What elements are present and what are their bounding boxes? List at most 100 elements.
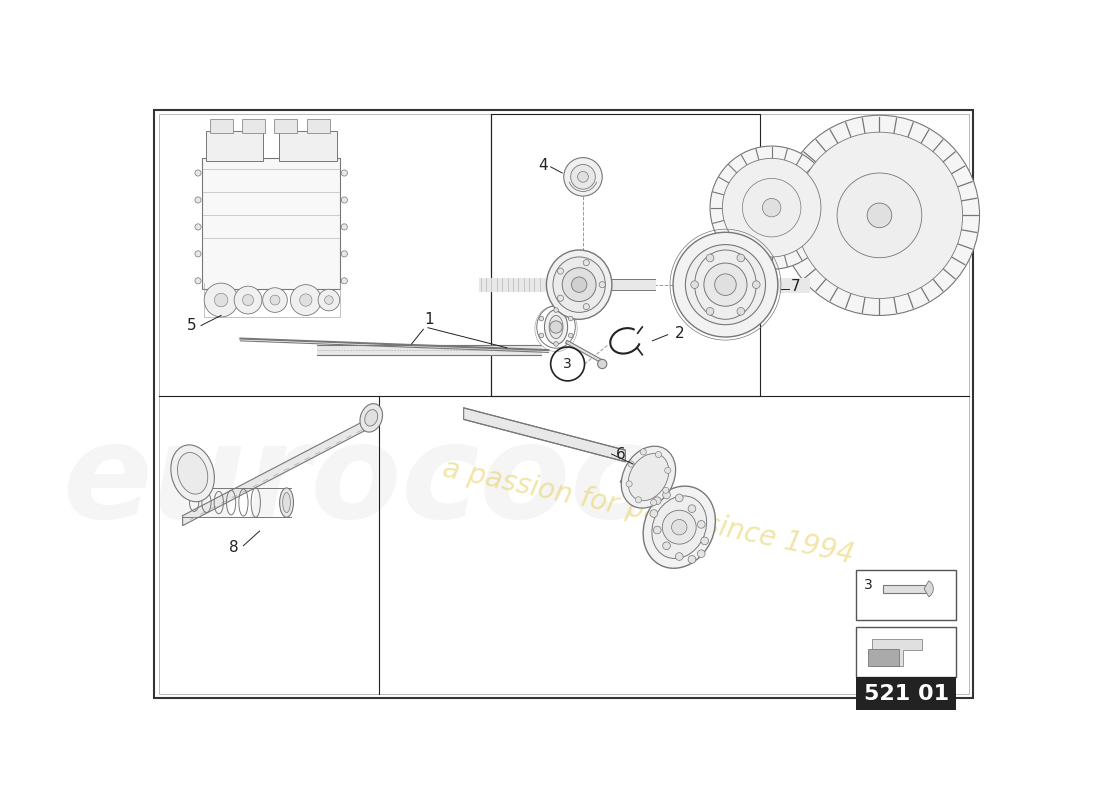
Bar	[856, 570, 957, 619]
Circle shape	[578, 171, 588, 182]
Polygon shape	[868, 649, 899, 666]
Circle shape	[341, 170, 348, 176]
Text: 521 01: 521 01	[864, 683, 949, 703]
Circle shape	[636, 497, 641, 503]
Bar	[856, 678, 957, 710]
Bar	[620, 471, 663, 500]
Circle shape	[600, 282, 605, 288]
Circle shape	[583, 260, 590, 266]
Polygon shape	[871, 639, 922, 666]
Circle shape	[563, 158, 603, 196]
Circle shape	[691, 281, 698, 289]
Bar	[491, 114, 760, 395]
Circle shape	[867, 203, 892, 228]
Ellipse shape	[621, 446, 675, 508]
Circle shape	[742, 178, 801, 237]
Circle shape	[299, 294, 312, 306]
Circle shape	[341, 197, 348, 203]
Ellipse shape	[283, 493, 290, 513]
Circle shape	[673, 232, 778, 337]
Polygon shape	[183, 414, 378, 526]
Wedge shape	[924, 581, 933, 597]
Circle shape	[571, 165, 595, 189]
Text: 6: 6	[616, 446, 626, 462]
Circle shape	[664, 467, 671, 474]
Circle shape	[290, 285, 321, 315]
Bar	[209, 119, 233, 133]
Circle shape	[205, 283, 238, 317]
Circle shape	[214, 294, 228, 307]
Circle shape	[650, 499, 657, 506]
Circle shape	[539, 333, 543, 338]
Text: eurococ: eurococ	[63, 418, 649, 545]
Circle shape	[626, 481, 632, 487]
Bar	[856, 627, 957, 678]
Polygon shape	[464, 408, 625, 462]
Circle shape	[737, 307, 745, 315]
Circle shape	[662, 487, 669, 494]
Ellipse shape	[644, 486, 715, 568]
Circle shape	[675, 494, 683, 502]
Bar	[206, 130, 264, 162]
Circle shape	[650, 510, 658, 518]
Text: 3: 3	[865, 578, 872, 592]
Text: 7: 7	[791, 279, 801, 294]
Circle shape	[628, 461, 635, 467]
Circle shape	[569, 333, 573, 338]
Ellipse shape	[170, 445, 214, 502]
Text: 2: 2	[674, 326, 684, 341]
Ellipse shape	[544, 310, 568, 344]
Circle shape	[597, 359, 607, 369]
Bar	[242, 119, 265, 133]
Circle shape	[550, 321, 562, 333]
Circle shape	[697, 521, 705, 528]
Circle shape	[195, 170, 201, 176]
Circle shape	[341, 224, 348, 230]
Bar	[480, 278, 548, 291]
Text: 1: 1	[425, 312, 433, 326]
Text: 3: 3	[563, 357, 572, 371]
Circle shape	[553, 308, 559, 312]
Circle shape	[195, 224, 201, 230]
Circle shape	[796, 132, 962, 298]
Circle shape	[324, 296, 333, 304]
Bar	[883, 585, 926, 593]
Text: 5: 5	[187, 318, 197, 333]
Circle shape	[715, 274, 736, 295]
Circle shape	[675, 553, 683, 560]
Circle shape	[572, 277, 587, 292]
Circle shape	[653, 526, 661, 534]
Ellipse shape	[553, 257, 605, 312]
Circle shape	[640, 449, 647, 455]
Circle shape	[558, 295, 563, 302]
Circle shape	[341, 250, 348, 257]
Circle shape	[653, 497, 661, 505]
Circle shape	[689, 505, 696, 513]
Circle shape	[662, 510, 696, 544]
Circle shape	[706, 254, 714, 262]
Circle shape	[234, 286, 262, 314]
Ellipse shape	[652, 496, 706, 558]
Circle shape	[583, 303, 590, 310]
Ellipse shape	[177, 453, 208, 494]
Circle shape	[242, 294, 254, 306]
Circle shape	[318, 290, 340, 311]
Ellipse shape	[547, 250, 612, 319]
Circle shape	[689, 555, 696, 563]
Text: 4: 4	[539, 158, 548, 173]
Text: a passion for parts since 1994: a passion for parts since 1994	[440, 454, 857, 569]
Bar	[778, 278, 808, 291]
Circle shape	[558, 268, 563, 274]
Circle shape	[671, 519, 686, 535]
Text: 8: 8	[230, 541, 239, 555]
Circle shape	[762, 198, 781, 217]
Bar	[613, 279, 654, 290]
Ellipse shape	[360, 404, 383, 432]
Circle shape	[569, 316, 573, 321]
Ellipse shape	[279, 488, 294, 517]
Bar	[279, 130, 337, 162]
Circle shape	[656, 451, 661, 458]
Circle shape	[711, 146, 834, 270]
Ellipse shape	[549, 315, 563, 338]
Bar	[274, 119, 297, 133]
